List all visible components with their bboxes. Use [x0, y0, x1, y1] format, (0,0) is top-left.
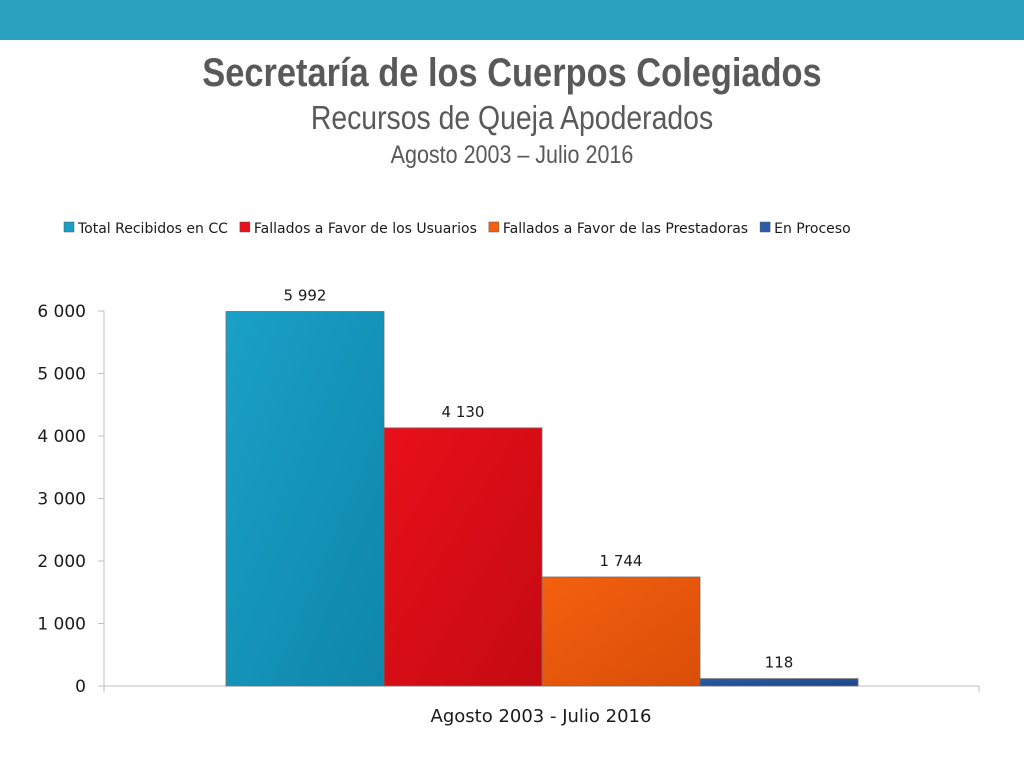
page-title: Secretaría de los Cuerpos Colegiados [202, 51, 822, 95]
title-block: Secretaría de los Cuerpos Colegiados Rec… [0, 48, 1024, 172]
page-period: Agosto 2003 – Julio 2016 [390, 141, 634, 169]
data-label-total-recibidos-en-cc: 5 992 [284, 287, 327, 305]
x-category-label: Agosto 2003 - Julio 2016 [431, 706, 652, 727]
bar-total-recibidos-en-cc [225, 311, 385, 687]
data-label-fallados-a-favor-de-las-prestadoras: 1 744 [600, 552, 643, 570]
page-subtitle: Recursos de Queja Apoderados [310, 99, 714, 136]
bar-fallados-a-favor-de-los-usuarios [383, 427, 543, 687]
y-tick-label: 5 000 [37, 365, 86, 385]
y-tick-label: 1 000 [37, 615, 86, 635]
legend-label-fallados-a-favor-de-los-usuarios: Fallados a Favor de los Usuarios [254, 221, 477, 237]
legend-label-total-recibidos-en-cc: Total Recibidos en CC [77, 221, 228, 237]
legend-label-en-proceso: En Proceso [774, 221, 851, 237]
y-tick-label: 4 000 [37, 427, 86, 447]
y-tick-label: 2 000 [37, 552, 86, 572]
chart-data-labels: 5 992 4 130 1 744 118 [284, 287, 794, 672]
bar-fallados-a-favor-de-las-prestadoras [541, 576, 701, 687]
top-accent-bar [0, 0, 1024, 40]
y-tick-label: 0 [75, 677, 86, 697]
legend-label-fallados-a-favor-de-las-prestadoras: Fallados a Favor de las Prestadoras [503, 221, 748, 237]
data-label-en-proceso: 118 [765, 654, 794, 672]
chart-legend: Total Recibidos en CC Fallados a Favor de… [63, 221, 851, 237]
legend-swatch-total-recibidos-en-cc [63, 221, 75, 233]
legend-swatch-en-proceso [759, 221, 771, 233]
y-tick-label: 6 000 [37, 302, 86, 322]
legend-swatch-fallados-a-favor-de-las-prestadoras [488, 221, 500, 233]
bar-en-proceso [699, 678, 859, 687]
legend-swatch-fallados-a-favor-de-los-usuarios [239, 221, 251, 233]
data-label-fallados-a-favor-de-los-usuarios: 4 130 [442, 403, 485, 421]
y-tick-label: 3 000 [37, 490, 86, 510]
chart-bars [225, 311, 859, 687]
